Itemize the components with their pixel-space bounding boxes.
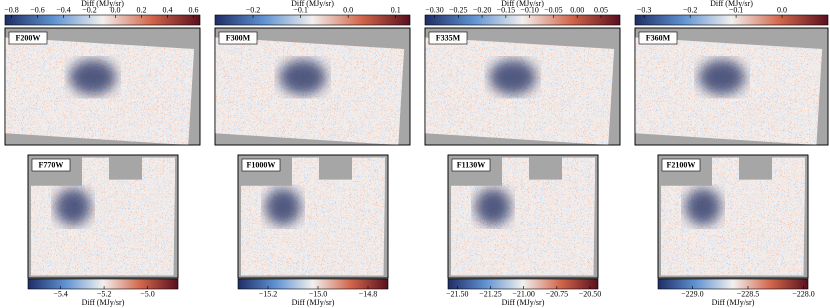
colorbar-tick-label: −229.0 (681, 289, 704, 298)
colorbar-label: Diff (MJy/sr) (501, 0, 544, 8)
filter-label: F335M (436, 33, 461, 42)
colorbar-tick-label: −0.25 (449, 5, 468, 14)
filter-label-box (8, 31, 48, 45)
filter-label-box (218, 31, 258, 45)
panel: F300M −0.2 −0.1 0.0 0.1 Diff (MJy/sr) (214, 0, 411, 146)
colorbar-tick-label: −14.8 (359, 289, 378, 298)
dark-region (685, 188, 721, 226)
colorbar-tick-label: −0.10 (520, 5, 539, 14)
filter-label-box (31, 158, 71, 172)
colorbar-tick-label: −0.3 (637, 5, 652, 14)
image-frame (634, 27, 829, 146)
colorbar-tick-label: −15.0 (309, 289, 328, 298)
colorbar-tick-label: −21.00 (512, 289, 535, 298)
colorbar-label: Diff (MJy/sr) (292, 298, 335, 307)
colorbar-label: Diff (MJy/sr) (710, 0, 753, 8)
image-frame (447, 154, 599, 279)
colorbar-tick-label: 0.0 (777, 5, 787, 14)
image-frame (4, 27, 201, 146)
dark-region (279, 59, 327, 95)
colorbar-tick-label: −0.15 (497, 5, 516, 14)
filter-label: F2100W (667, 160, 696, 169)
image-frame (657, 154, 809, 279)
colorbar-tick-label: −21.25 (479, 289, 502, 298)
dark-region (475, 188, 511, 226)
colorbar-tick-label: −0.05 (544, 5, 563, 14)
colorbar-tick-label: 0.00 (570, 5, 584, 14)
panel: F1130W −21.50 −21.25 −21.00 −20.75 −20.50 Diff… (446, 154, 602, 307)
panel: F2100W −229.0 −228.5 −228.0 Diff (MJy/sr) (657, 154, 815, 307)
colorbar-tick-label: −228.5 (737, 289, 760, 298)
colorbar-tick-label: −0.6 (30, 5, 45, 14)
dark-region (489, 59, 537, 95)
image-frame (237, 154, 389, 279)
colorbar-tick-label: −5.2 (97, 289, 112, 298)
colorbar-label: Diff (MJy/sr) (502, 298, 545, 307)
filter-label: F360M (646, 33, 671, 42)
colorbar-tick-label: −0.2 (683, 5, 698, 14)
colorbar-tick-label: 0.2 (137, 5, 147, 14)
filter-label: F200W (16, 33, 41, 42)
colorbar-tick-label: 0.1 (391, 5, 401, 14)
colorbar-tick-label: −20.50 (579, 289, 602, 298)
panel: F1000W −15.2 −15.0 −14.8 Diff (MJy/sr) (237, 154, 389, 307)
colorbar (214, 14, 411, 26)
colorbar-tick-label: −5.4 (53, 289, 68, 298)
colorbar-tick-label: −20.75 (546, 289, 569, 298)
colorbar (634, 14, 829, 26)
panel: F335M −0.30 −0.25 −0.20 −0.15 −0.10 −0.05 0.00 0… (424, 0, 621, 146)
colorbar (657, 278, 809, 290)
filter-label-box (661, 158, 701, 172)
filter-label: F1130W (457, 160, 485, 169)
colorbar-label: Diff (MJy/sr) (712, 298, 755, 307)
image-frame (214, 27, 411, 146)
image-data (635, 37, 823, 145)
dark-region (698, 59, 746, 95)
filter-label-box (638, 31, 678, 45)
image-frame (27, 154, 179, 279)
colorbar (4, 14, 201, 26)
colorbar-tick-label: −15.2 (259, 289, 278, 298)
filter-label: F300M (226, 33, 251, 42)
colorbar-tick-label: −228.0 (792, 289, 815, 298)
colorbar (237, 278, 389, 290)
colorbar-tick-label: 0.05 (594, 5, 608, 14)
colorbar-tick-label: 0.4 (163, 5, 173, 14)
panel: F770W −5.4 −5.2 −5.0 Diff (MJy/sr) (27, 154, 179, 307)
panel: F200W −0.8 −0.6 −0.4 −0.2 0.0 0.2 0.4 0.6 Diff (M… (4, 0, 201, 146)
image-data (5, 37, 195, 145)
colorbar-label: Diff (MJy/sr) (291, 0, 334, 8)
colorbar-tick-label: −0.2 (82, 5, 97, 14)
colorbar-label: Diff (MJy/sr) (82, 298, 125, 307)
colorbar-tick-label: −0.1 (729, 5, 744, 14)
image-data (425, 37, 615, 145)
colorbar-label: Diff (MJy/sr) (81, 0, 124, 8)
colorbar-tick-label: −0.4 (56, 5, 71, 14)
colorbar-tick-label: 0.0 (343, 5, 353, 14)
colorbar-tick-label: −21.50 (446, 289, 469, 298)
filter-label-box (451, 158, 491, 172)
filter-label: F770W (39, 160, 64, 169)
colorbar-tick-label: −0.1 (293, 5, 308, 14)
colorbar-tick-label: −0.30 (425, 5, 444, 14)
filter-label: F1000W (247, 160, 276, 169)
image-frame (424, 27, 621, 146)
image-data (215, 37, 405, 145)
filter-label-box (241, 158, 281, 172)
dark-region (69, 59, 117, 95)
dark-region (55, 188, 91, 226)
colorbar (447, 278, 599, 290)
colorbar-tick-label: 0.6 (189, 5, 199, 14)
colorbar-tick-label: −0.2 (246, 5, 261, 14)
colorbar-tick-label: −0.20 (473, 5, 492, 14)
colorbar-tick-label: −5.0 (140, 289, 155, 298)
panel: F360M −0.3 −0.2 −0.1 0.0 Diff (MJy/sr) (634, 0, 829, 146)
colorbar-tick-label: −0.8 (4, 5, 19, 14)
dark-region (265, 188, 301, 226)
colorbar (27, 278, 179, 290)
colorbar (424, 14, 621, 26)
filter-label-box (428, 31, 468, 45)
colorbar-tick-label: 0.0 (111, 5, 121, 14)
